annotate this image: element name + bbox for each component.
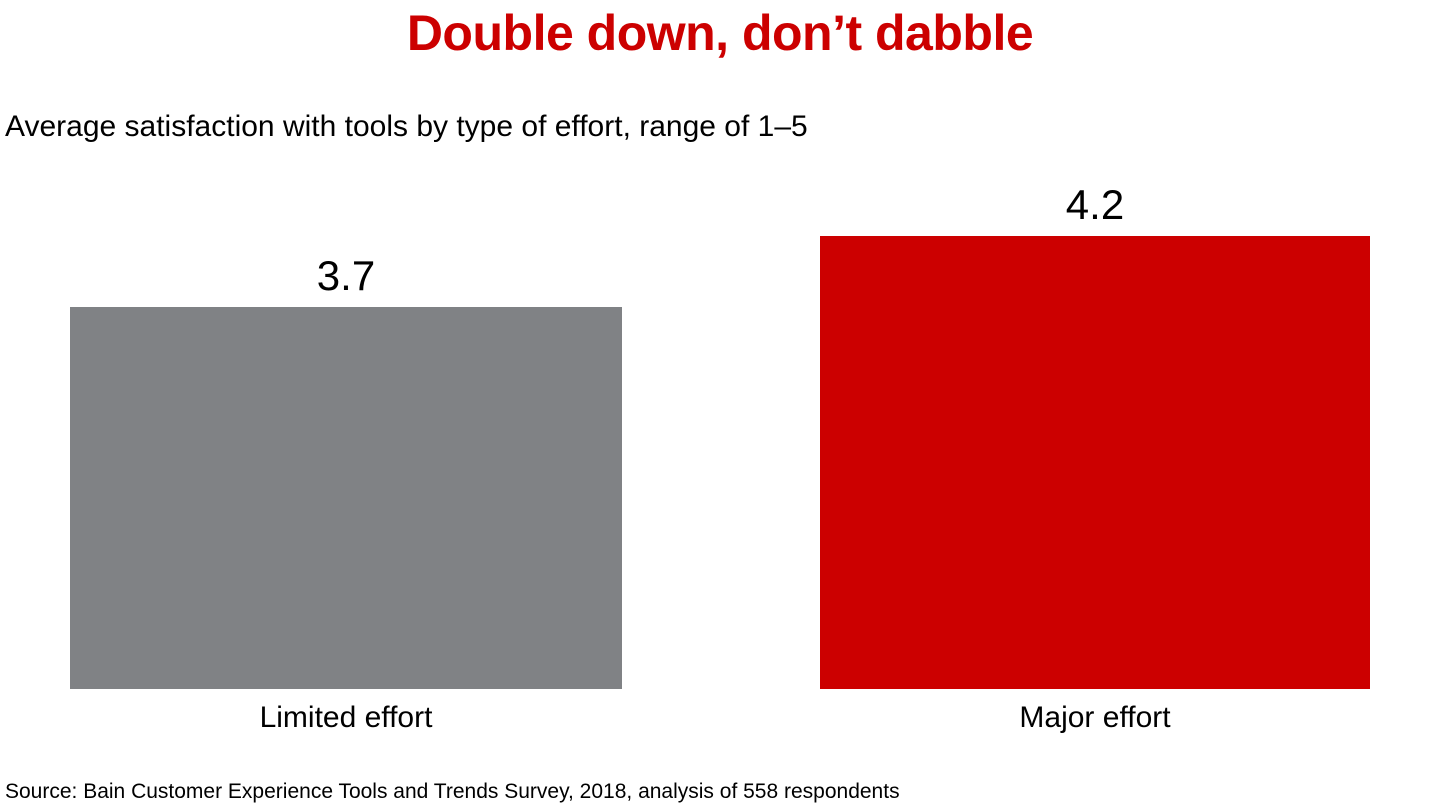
page-title: Double down, don’t dabble [406,5,1034,61]
source-note: Source: Bain Customer Experience Tools a… [5,780,900,803]
value-label-major-effort: 4.2 [1065,181,1125,228]
bar-major-effort [820,236,1370,689]
category-label-limited-effort: Limited effort [259,701,433,734]
bar-limited-effort [70,307,622,689]
category-label-major-effort: Major effort [1019,701,1171,734]
bar-group-limited-effort: 3.7 [70,255,622,689]
chart-subtitle: Average satisfaction with tools by type … [5,110,808,143]
value-label-limited-effort: 3.7 [316,252,376,299]
bar-group-major-effort: 4.2 [820,184,1370,689]
